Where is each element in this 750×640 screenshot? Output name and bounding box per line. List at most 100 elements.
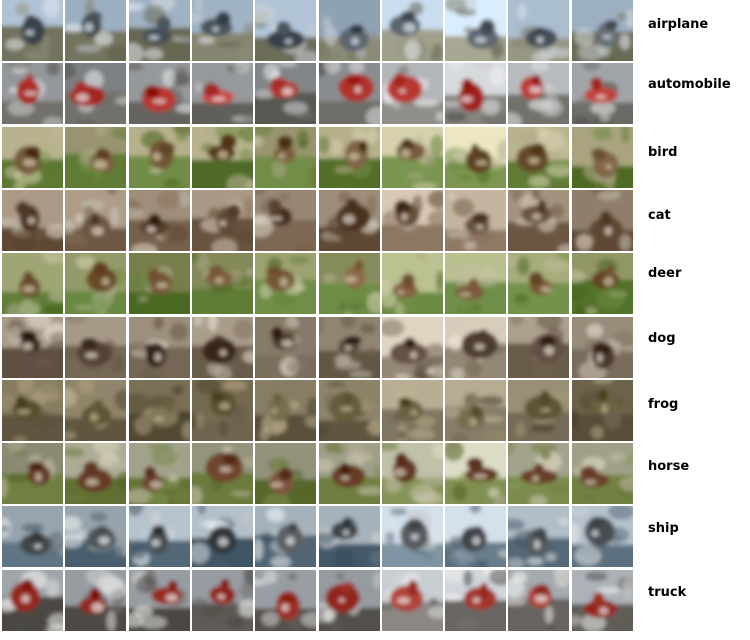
sample-image-grid xyxy=(2,0,638,640)
sample-image xyxy=(255,506,317,568)
sample-row-deer xyxy=(2,253,638,315)
sample-image xyxy=(381,443,443,505)
sample-image xyxy=(191,569,253,631)
sample-image xyxy=(318,506,380,568)
sample-image xyxy=(128,316,190,378)
row-label-airplane: airplane xyxy=(648,17,709,32)
sample-image xyxy=(571,569,633,631)
sample-row-frog xyxy=(2,379,638,441)
sample-image xyxy=(571,443,633,505)
sample-image xyxy=(2,569,63,631)
sample-image xyxy=(128,63,190,125)
sample-image xyxy=(2,506,63,568)
sample-row-horse xyxy=(2,443,638,505)
sample-image xyxy=(255,189,317,251)
sample-image xyxy=(65,126,127,188)
sample-image xyxy=(255,443,317,505)
row-label-horse: horse xyxy=(648,459,690,474)
sample-image xyxy=(128,443,190,505)
sample-image xyxy=(318,379,380,441)
sample-image xyxy=(128,506,190,568)
sample-image xyxy=(381,379,443,441)
sample-image xyxy=(65,443,127,505)
sample-image xyxy=(191,379,253,441)
sample-image xyxy=(128,126,190,188)
sample-image xyxy=(508,63,570,125)
sample-image xyxy=(445,0,507,61)
sample-image xyxy=(65,0,127,61)
sample-image xyxy=(128,0,190,61)
row-label-deer: deer xyxy=(648,266,682,281)
sample-image xyxy=(381,506,443,568)
sample-image xyxy=(445,379,507,441)
sample-image xyxy=(508,126,570,188)
sample-image xyxy=(318,126,380,188)
sample-image xyxy=(445,63,507,125)
sample-row-cat xyxy=(2,189,638,251)
row-label-automobile: automobile xyxy=(648,77,731,92)
sample-image xyxy=(318,253,380,315)
sample-image xyxy=(318,569,380,631)
sample-image xyxy=(191,63,253,125)
sample-image xyxy=(445,253,507,315)
sample-image xyxy=(571,316,633,378)
sample-image xyxy=(318,443,380,505)
row-label-cat: cat xyxy=(648,208,671,223)
sample-image xyxy=(318,63,380,125)
sample-image xyxy=(255,316,317,378)
sample-image xyxy=(508,0,570,61)
sample-image xyxy=(191,253,253,315)
sample-image xyxy=(2,316,63,378)
sample-image xyxy=(445,189,507,251)
sample-image xyxy=(381,126,443,188)
sample-image xyxy=(508,316,570,378)
sample-row-dog xyxy=(2,316,638,378)
sample-image xyxy=(318,0,380,61)
sample-image xyxy=(381,63,443,125)
sample-image xyxy=(128,253,190,315)
sample-image xyxy=(2,63,63,125)
sample-image xyxy=(255,0,317,61)
row-label-ship: ship xyxy=(648,521,679,536)
sample-image xyxy=(381,316,443,378)
sample-image xyxy=(191,126,253,188)
sample-image xyxy=(318,189,380,251)
sample-image xyxy=(381,253,443,315)
sample-image xyxy=(381,0,443,61)
sample-image xyxy=(445,316,507,378)
sample-row-automobile xyxy=(2,63,638,125)
sample-image xyxy=(445,126,507,188)
sample-row-airplane xyxy=(2,0,638,61)
sample-image xyxy=(191,0,253,61)
sample-image xyxy=(255,63,317,125)
row-label-bird: bird xyxy=(648,145,678,160)
sample-image xyxy=(65,63,127,125)
sample-image xyxy=(255,379,317,441)
sample-image xyxy=(2,189,63,251)
sample-image xyxy=(508,253,570,315)
sample-image xyxy=(508,569,570,631)
sample-image xyxy=(571,126,633,188)
sample-image xyxy=(65,253,127,315)
sample-image xyxy=(128,379,190,441)
row-label-truck: truck xyxy=(648,585,687,600)
sample-image xyxy=(65,189,127,251)
sample-image xyxy=(508,379,570,441)
sample-image xyxy=(2,379,63,441)
sample-row-ship xyxy=(2,506,638,568)
sample-row-truck xyxy=(2,569,638,631)
sample-row-bird xyxy=(2,126,638,188)
sample-image xyxy=(571,63,633,125)
sample-image xyxy=(65,316,127,378)
sample-image xyxy=(508,506,570,568)
sample-image xyxy=(65,379,127,441)
sample-image xyxy=(445,506,507,568)
sample-image xyxy=(191,316,253,378)
sample-image xyxy=(191,506,253,568)
sample-image xyxy=(318,316,380,378)
sample-image xyxy=(128,189,190,251)
sample-image xyxy=(2,443,63,505)
sample-image xyxy=(255,569,317,631)
sample-image xyxy=(571,189,633,251)
sample-image xyxy=(191,189,253,251)
